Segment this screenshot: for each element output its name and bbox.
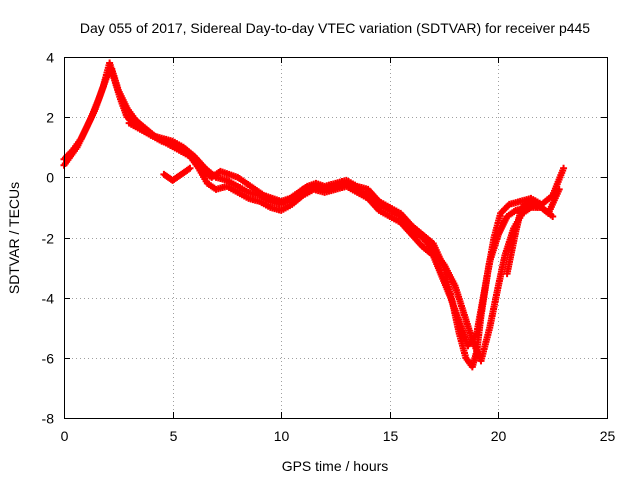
data-point [549,212,557,220]
series-track-2 [60,65,563,350]
series-track-3 [125,119,557,365]
y-tick-label: 4 [46,50,54,66]
axis-ticks [64,57,608,419]
x-tick-label: 20 [491,428,507,444]
series-track-4 [160,164,194,184]
x-tick-label: 15 [383,428,399,444]
data-point [186,164,194,172]
series-track-5 [503,197,541,278]
y-tick-label: -8 [42,411,55,427]
x-tick-label: 10 [274,428,290,444]
data-point [555,185,563,193]
x-axis-label: GPS time / hours [282,458,389,474]
data-points [60,59,568,371]
x-tick-label: 5 [170,428,178,444]
data-point [560,164,568,172]
y-tick-label: -6 [42,351,55,367]
data-point [533,203,541,211]
y-tick-label: 2 [46,110,54,126]
grid-lines [64,57,608,419]
x-tick-label: 0 [61,428,69,444]
x-tick-label: 25 [600,428,616,444]
y-axis-label: SDTVAR / TECUs [6,182,22,294]
tick-labels: 0 5 10 15 20 25 -8 -6 -4 -2 0 2 4 [42,50,616,445]
y-tick-label: 0 [46,170,54,186]
y-tick-label: -4 [42,291,55,307]
y-tick-label: -2 [42,231,55,247]
chart-title: Day 055 of 2017, Sidereal Day-to-day VTE… [80,20,590,36]
